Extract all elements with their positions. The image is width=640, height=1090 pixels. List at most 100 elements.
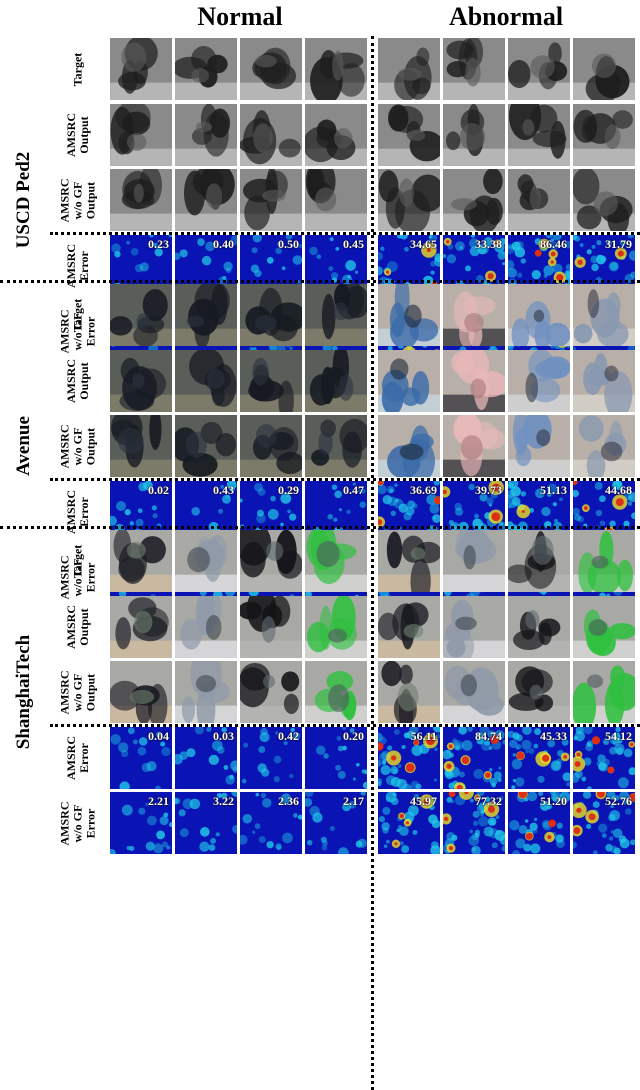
error-value: 36.69 bbox=[410, 482, 437, 497]
frame-image-cell bbox=[110, 349, 172, 412]
error-value: 45.97 bbox=[410, 794, 437, 808]
frame-image-cell bbox=[573, 530, 635, 592]
frame-image-cell bbox=[305, 415, 367, 477]
frame-image-cell bbox=[110, 661, 172, 723]
frame-image-cell bbox=[240, 284, 302, 346]
error-rows-divider bbox=[50, 477, 640, 481]
error-heatmap-cell: 3.22 bbox=[175, 792, 237, 854]
frame-image-cell bbox=[443, 38, 505, 100]
row-label-error-gf: AMSRC w/o GF Error bbox=[57, 801, 98, 845]
frame-image-cell bbox=[573, 284, 635, 346]
frame-image-cell bbox=[508, 661, 570, 723]
error-rows-divider bbox=[50, 723, 640, 727]
row-label-target: Target bbox=[70, 298, 85, 332]
error-heatmap-cell: 0.42 bbox=[240, 726, 302, 789]
frame-image-cell bbox=[175, 595, 237, 658]
frame-image-cell bbox=[378, 415, 440, 477]
error-value: 51.13 bbox=[540, 482, 567, 497]
row-label-output-gf: AMSRC w/o GF Output bbox=[57, 670, 98, 714]
error-rows-divider bbox=[50, 231, 640, 235]
error-value: 3.22 bbox=[213, 794, 234, 808]
error-value: 84.74 bbox=[475, 728, 502, 743]
error-heatmap-cell: 56.11 bbox=[378, 726, 440, 789]
frame-image-cell bbox=[573, 349, 635, 412]
frame-image-cell bbox=[240, 38, 302, 100]
frame-image-cell bbox=[305, 661, 367, 723]
error-heatmap-cell: 45.97 bbox=[378, 792, 440, 854]
frame-image-cell bbox=[240, 595, 302, 658]
frame-image-cell bbox=[378, 103, 440, 166]
frame-image-cell bbox=[443, 595, 505, 658]
error-heatmap-cell: 51.20 bbox=[508, 792, 570, 854]
frame-image-cell bbox=[110, 103, 172, 166]
error-value: 45.33 bbox=[540, 728, 567, 743]
frame-image-cell bbox=[378, 530, 440, 592]
frame-image-cell bbox=[175, 415, 237, 477]
frame-image-cell bbox=[175, 169, 237, 231]
error-value: 0.50 bbox=[278, 236, 299, 251]
error-value: 44.68 bbox=[605, 482, 632, 497]
error-value: 51.20 bbox=[540, 794, 567, 808]
section-divider bbox=[0, 280, 640, 283]
row-label-target: Target bbox=[70, 52, 85, 86]
error-value: 0.47 bbox=[343, 482, 364, 497]
vertical-divider bbox=[371, 36, 374, 1090]
row-label-error: AMSRC Error bbox=[64, 735, 91, 780]
row-label-output-gf: AMSRC w/o GF Output bbox=[57, 424, 98, 468]
frame-image-cell bbox=[175, 38, 237, 100]
frame-image-cell bbox=[443, 349, 505, 412]
frame-image-cell bbox=[240, 103, 302, 166]
frame-image-cell bbox=[175, 103, 237, 166]
error-heatmap-cell: 0.03 bbox=[175, 726, 237, 789]
error-heatmap-cell: 2.17 bbox=[305, 792, 367, 854]
frame-image-cell bbox=[378, 284, 440, 346]
frame-image-cell bbox=[378, 38, 440, 100]
error-value: 0.23 bbox=[148, 236, 169, 251]
row-label-output: AMSRC Output bbox=[64, 604, 91, 649]
error-value: 0.42 bbox=[278, 728, 299, 743]
error-value: 77.32 bbox=[475, 794, 502, 808]
frame-image-cell bbox=[508, 595, 570, 658]
frame-image-cell bbox=[240, 169, 302, 231]
frame-image-cell bbox=[508, 415, 570, 477]
error-value: 2.17 bbox=[343, 794, 364, 808]
dataset-label: ShanghaiTech bbox=[13, 634, 34, 750]
frame-image-cell bbox=[175, 349, 237, 412]
frame-image-cell bbox=[175, 284, 237, 346]
error-heatmap-cell: 2.21 bbox=[110, 792, 172, 854]
error-heatmap-cell: 0.04 bbox=[110, 726, 172, 789]
frame-image-cell bbox=[240, 415, 302, 477]
error-value: 31.79 bbox=[605, 236, 632, 251]
frame-image-cell bbox=[508, 530, 570, 592]
frame-image-cell bbox=[443, 530, 505, 592]
error-heatmap-cell: 52.76 bbox=[573, 792, 635, 854]
frame-image-cell bbox=[175, 661, 237, 723]
error-value: 2.36 bbox=[278, 794, 299, 808]
row-label-output-gf: AMSRC w/o GF Output bbox=[57, 178, 98, 222]
frame-image-cell bbox=[508, 103, 570, 166]
error-heatmap-cell: 0.20 bbox=[305, 726, 367, 789]
frame-image-cell bbox=[443, 169, 505, 231]
error-value: 0.02 bbox=[148, 482, 169, 497]
frame-image-cell bbox=[305, 103, 367, 166]
frame-image-cell bbox=[573, 38, 635, 100]
error-value: 54.12 bbox=[605, 728, 632, 743]
row-label-target: Target bbox=[70, 544, 85, 578]
error-heatmap-cell: 45.33 bbox=[508, 726, 570, 789]
frame-image-cell bbox=[378, 661, 440, 723]
error-value: 0.43 bbox=[213, 482, 234, 497]
error-value: 33.38 bbox=[475, 236, 502, 251]
frame-image-cell bbox=[573, 415, 635, 477]
error-heatmap-cell: 2.36 bbox=[240, 792, 302, 854]
header-abnormal: Abnormal bbox=[448, 2, 564, 31]
frame-image-cell bbox=[305, 169, 367, 231]
error-value: 52.76 bbox=[605, 794, 632, 808]
frame-image-cell bbox=[305, 349, 367, 412]
frame-image-cell bbox=[378, 349, 440, 412]
error-value: 86.46 bbox=[540, 236, 567, 251]
header-normal: Normal bbox=[197, 2, 283, 31]
row-label-output: AMSRC Output bbox=[64, 358, 91, 403]
section-divider bbox=[0, 526, 640, 529]
error-value: 0.04 bbox=[148, 728, 169, 743]
frame-image-cell bbox=[508, 349, 570, 412]
